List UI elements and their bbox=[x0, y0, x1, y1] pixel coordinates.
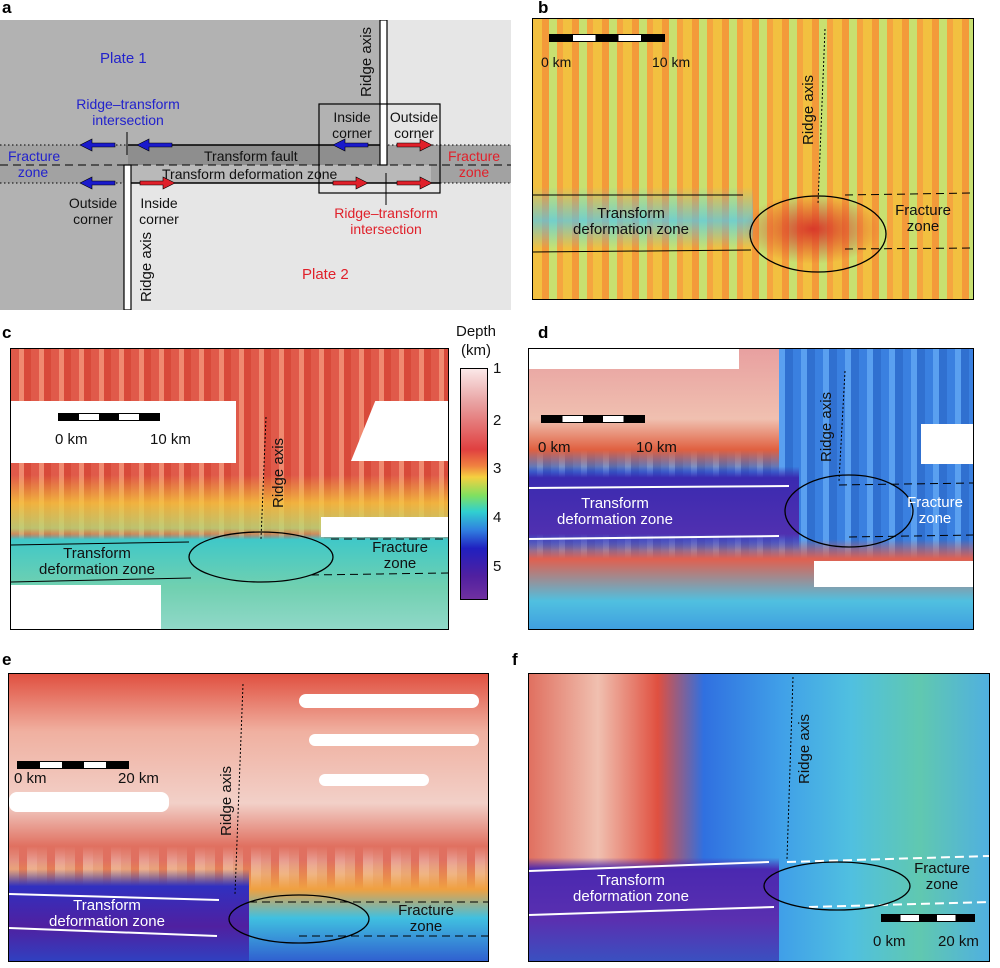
scale-label-max: 10 km bbox=[652, 54, 691, 70]
tdz-label: Transform bbox=[63, 545, 131, 562]
panel-b-label: b bbox=[538, 0, 549, 17]
scale-label-0: 0 km bbox=[55, 431, 88, 448]
colorbar-tick: 1 bbox=[493, 360, 502, 377]
colorbar-title: Depth bbox=[455, 323, 497, 340]
ridge-axis-label: Ridge axis bbox=[358, 26, 375, 97]
scale-label-max: 20 km bbox=[938, 933, 979, 950]
bathymetry-map-c bbox=[10, 348, 449, 630]
tdz-label-2: deformation zone bbox=[573, 888, 689, 905]
bathymetry-map-e bbox=[8, 673, 489, 962]
tdz-label-2: deformation zone bbox=[573, 221, 689, 238]
tdz-label-2: deformation zone bbox=[39, 561, 155, 578]
fz-label-2: zone bbox=[383, 555, 417, 572]
panel-f-label: f bbox=[512, 650, 518, 669]
plate2-label: Plate 2 bbox=[302, 266, 349, 283]
colorbar-tick: 3 bbox=[493, 460, 502, 477]
rti-label-2: intersection bbox=[92, 112, 164, 128]
ridge-axis-label: Ridge axis bbox=[270, 437, 287, 508]
scale-label-0: 0 km bbox=[14, 770, 47, 787]
panel-e-label: e bbox=[2, 650, 12, 669]
ridge-axis-label: Ridge axis bbox=[800, 74, 817, 145]
bathymetry-map-f bbox=[528, 673, 990, 962]
ridge-axis-label: Ridge axis bbox=[138, 231, 155, 302]
scale-label-0: 0 km bbox=[873, 933, 906, 950]
fz-label-2: zone bbox=[17, 164, 49, 180]
tdz-label: Transform bbox=[597, 205, 665, 222]
colorbar-tick: 5 bbox=[493, 558, 502, 575]
fz-label: Fracture bbox=[914, 860, 970, 877]
fz-label-2: zone bbox=[925, 876, 959, 893]
colorbar-tick: 4 bbox=[493, 509, 502, 526]
inside-corner-label-2: corner bbox=[139, 211, 179, 227]
fz-label-2: zone bbox=[409, 918, 443, 935]
plate1-label: Plate 1 bbox=[100, 50, 147, 67]
inside-corner-label: Inside bbox=[140, 195, 178, 211]
inside-corner-label-2: corner bbox=[332, 125, 372, 141]
transform-fault-label: Transform fault bbox=[204, 148, 298, 164]
tdz-label-2: deformation zone bbox=[49, 913, 165, 930]
panel-a-label: a bbox=[2, 0, 12, 17]
depth-colorbar bbox=[460, 368, 488, 600]
panel-a-diagram bbox=[0, 20, 511, 310]
fz-label: Fracture bbox=[8, 148, 61, 164]
fz-label: Fracture bbox=[907, 494, 963, 511]
scale-label-max: 20 km bbox=[118, 770, 159, 787]
scale-label-0: 0 km bbox=[538, 439, 571, 456]
fz-label-2: zone bbox=[458, 164, 490, 180]
inside-corner-label: Inside bbox=[333, 109, 371, 125]
tdz-label: Transform bbox=[581, 495, 649, 512]
tdz-label: Transform bbox=[597, 872, 665, 889]
fz-label: Fracture bbox=[447, 148, 501, 164]
ridge-axis-label: Ridge axis bbox=[796, 713, 813, 784]
panel-d-label: d bbox=[538, 323, 549, 342]
colorbar-unit: (km) bbox=[461, 342, 491, 359]
outside-corner-label: Outside bbox=[68, 195, 118, 211]
ridge-axis-label: Ridge axis bbox=[818, 391, 835, 462]
fz-label: Fracture bbox=[372, 539, 428, 556]
bathymetry-map-b bbox=[532, 18, 974, 300]
rti-label: Ridge–transform bbox=[334, 205, 438, 221]
panel-c-label: c bbox=[2, 323, 12, 342]
scale-label-max: 10 km bbox=[636, 439, 677, 456]
scale-label-max: 10 km bbox=[150, 431, 191, 448]
bathymetry-map-d bbox=[528, 348, 974, 630]
ridge-axis-label: Ridge axis bbox=[218, 765, 235, 836]
fz-label-2: zone bbox=[918, 510, 952, 527]
fz-label: Fracture bbox=[895, 202, 951, 219]
rti-label: Ridge–transform bbox=[76, 96, 180, 112]
colorbar-tick: 2 bbox=[493, 412, 502, 429]
fz-label: Fracture bbox=[398, 902, 454, 919]
fz-label-2: zone bbox=[906, 218, 940, 235]
outside-corner-label-2: corner bbox=[73, 211, 113, 227]
tdz-label: Transform deformation zone bbox=[162, 166, 338, 182]
tdz-label-2: deformation zone bbox=[557, 511, 673, 528]
rti-label-2: intersection bbox=[350, 221, 422, 237]
scale-label-0: 0 km bbox=[541, 54, 572, 70]
tdz-label: Transform bbox=[73, 897, 141, 914]
outside-corner-label: Outside bbox=[389, 109, 439, 125]
outside-corner-label-2: corner bbox=[394, 125, 434, 141]
